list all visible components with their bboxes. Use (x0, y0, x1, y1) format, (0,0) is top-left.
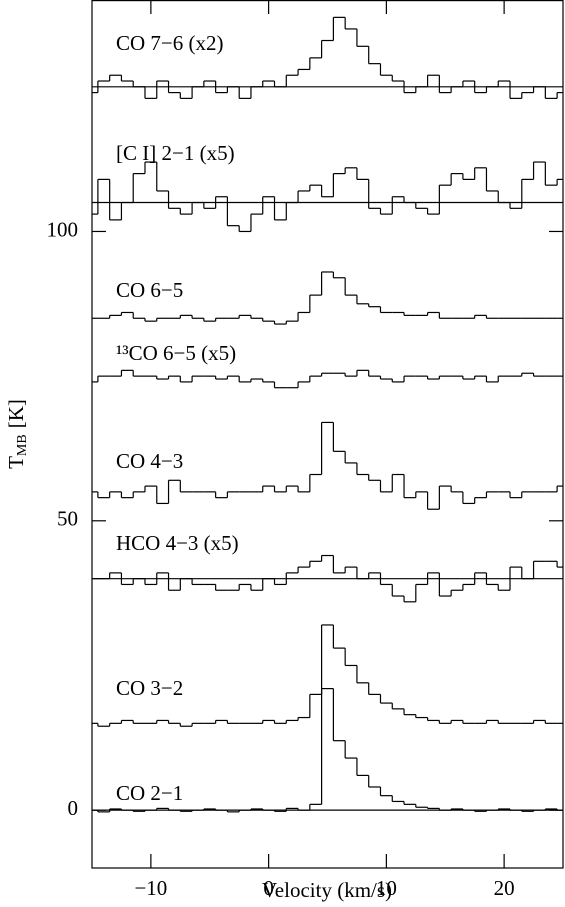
spectrum-label: CO 6−5 (116, 278, 183, 302)
spectrum-label: HCO 4−3 (x5) (116, 531, 239, 555)
y-label-unit: [K] (4, 399, 28, 428)
x-tick-label: 10 (376, 876, 397, 900)
spectrum-label: CO 3−2 (116, 676, 183, 700)
spectrum-label: [C I] 2−1 (x5) (116, 141, 235, 165)
spectrum-label: ¹³CO 6−5 (x5) (116, 341, 236, 365)
y-axis-label: TMB [K] (4, 399, 30, 469)
y-tick-label: 50 (57, 507, 78, 531)
spectrum-label: CO 2−1 (116, 781, 183, 805)
x-tick-label: −10 (134, 876, 167, 900)
spectrum-label: CO 4−3 (116, 449, 183, 473)
plot-frame (91, 0, 564, 869)
y-label-main: T (4, 456, 28, 469)
x-tick-label: 20 (494, 876, 515, 900)
x-tick-label: 0 (263, 876, 274, 900)
spectrum-label: CO 7−6 (x2) (116, 31, 224, 55)
plot-area (92, 16, 563, 813)
y-tick-label: 100 (47, 217, 79, 241)
y-label-sub: MB (15, 434, 30, 456)
y-tick-label: 0 (68, 796, 79, 820)
x-axis-label: Velocity (km/s) (262, 878, 392, 902)
